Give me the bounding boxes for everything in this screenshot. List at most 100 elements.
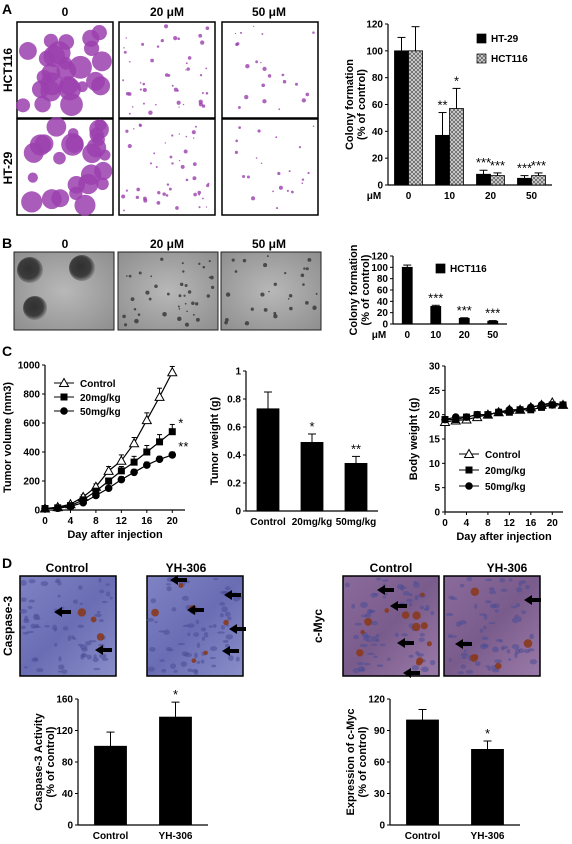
nucleus [73,599,78,604]
x-tick-label: 10 [430,330,442,341]
nucleus [376,577,382,581]
small-colony [244,321,250,326]
bar [490,175,505,186]
small-colony [192,313,195,316]
x-tick-label: Control [405,831,441,842]
colony-dot [176,100,181,105]
nucleus [506,649,511,654]
marker-circle [155,455,164,464]
colony-dot [205,206,208,208]
nucleus [211,664,217,668]
y-tick-label: 20 [372,154,384,165]
colony-dot [200,40,205,45]
nucleus [220,625,226,630]
colony-dot [201,91,204,95]
nucleus [479,628,484,633]
marker-circle [494,408,503,417]
nucleus [394,632,399,638]
nucleus [93,667,101,671]
nucleus [425,604,430,611]
legend-label: 20mg/kg [80,393,121,404]
x-tick-label: Control [93,831,129,842]
y-tick-label: 80 [372,73,384,84]
softagar-field [117,251,219,331]
nucleus [518,616,522,623]
significance-stars: *** [476,155,491,170]
y-tick-label: 0.8 [227,395,241,406]
arrow-icon [397,638,414,648]
colony-dot [267,74,272,78]
small-colony [177,316,182,322]
y-tick-label: 0.2 [227,479,241,490]
colony-plate [221,118,319,216]
significance-stars: * [178,416,183,431]
nucleus [98,653,107,659]
small-colony [177,305,180,308]
nucleus [96,610,101,614]
nucleus [489,590,497,595]
nucleus [430,611,435,616]
nucleus [32,614,40,620]
nucleus [429,659,436,666]
y-tick-label: 0 [382,320,388,331]
colony-dot [127,92,132,96]
nucleus [492,646,499,653]
colony-dot [262,66,267,71]
nucleus [418,637,425,643]
x-tick-label: 8 [93,516,99,527]
nucleus [510,605,518,609]
nucleus [465,669,474,674]
colony-blob [89,119,109,140]
small-colony [250,307,254,311]
nucleus [105,583,110,586]
y-tick-label: 80 [377,274,389,285]
nucleus [354,622,362,626]
nucleus [26,630,35,634]
marker-circle [79,498,87,507]
panel-a: A 0 20 μM 50 μM HCT116 HT-29 [1,1,319,216]
nucleus [58,656,62,662]
nucleus [187,668,193,673]
field-frame [220,251,322,331]
brown-stain [384,608,390,613]
nucleus [195,619,199,625]
nucleus [494,659,502,664]
colony-blob [69,186,83,200]
small-colony [273,311,277,315]
nucleus [187,632,191,637]
bar [94,745,127,826]
nucleus [163,629,170,635]
arrow-icon [403,668,420,678]
small-colony [224,320,228,325]
x-tick-label: 12 [116,516,128,527]
colony-blob [38,50,55,67]
colony-dot [244,94,249,100]
significance-stars: *** [428,290,443,305]
colony-dot [312,31,315,34]
arrow-icon [377,585,394,595]
colony-dot [125,37,127,39]
nucleus [353,634,360,640]
brown-stain [223,619,229,626]
colony-dot [234,32,237,35]
nucleus [371,643,378,646]
nucleus [500,588,508,592]
colony-dot [235,139,238,143]
x-tick-label: 0 [42,516,48,527]
spheroid [69,255,95,281]
nucleus [375,639,380,643]
x-tick-label: 20 [547,518,559,529]
colony-dot [142,102,145,105]
colony-plate [118,118,216,216]
panel-a-row-label-hct116: HCT116 [1,48,15,92]
nucleus [375,633,380,637]
colony-dot [201,197,204,200]
nucleus [499,577,506,583]
nucleus [508,578,513,582]
panel-d: D Control YH-306 Control YH-306 Caspase-… [1,555,541,678]
plate-frame [118,118,216,216]
small-colony [182,270,185,273]
colony-dot [143,198,148,203]
small-colony [305,301,309,305]
